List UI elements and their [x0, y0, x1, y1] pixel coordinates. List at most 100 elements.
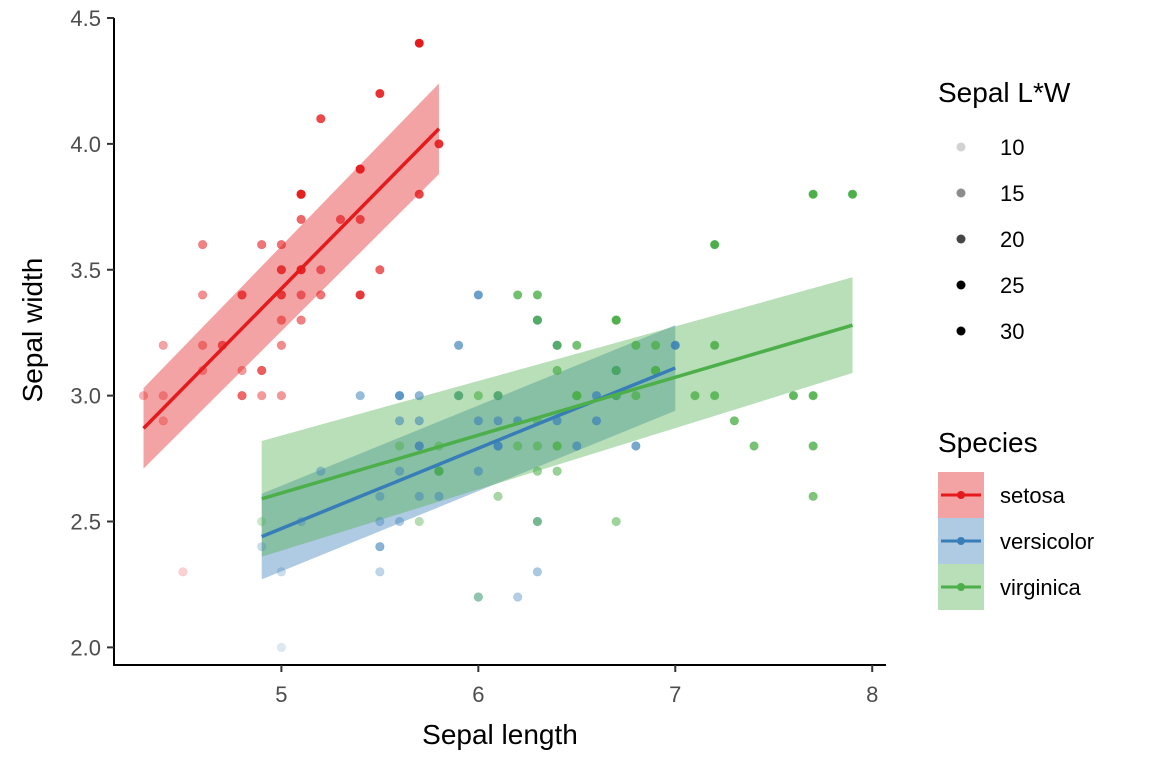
data-point-versicolor: [276, 642, 286, 652]
data-point-setosa: [198, 239, 208, 250]
x-tick-label: 5: [275, 682, 287, 707]
y-tick-label: 4.0: [70, 132, 101, 157]
data-point-virginica: [552, 441, 562, 451]
data-point-virginica: [532, 441, 543, 451]
data-point-versicolor: [394, 466, 405, 476]
data-point-virginica: [631, 391, 641, 401]
data-point-virginica: [808, 391, 818, 401]
data-point-setosa: [237, 391, 247, 401]
species-legend-label: setosa: [1000, 483, 1066, 508]
data-point-setosa: [434, 139, 444, 149]
data-point-virginica: [808, 189, 818, 199]
y-tick-label: 3.5: [70, 258, 101, 283]
data-point-virginica: [454, 391, 464, 401]
data-point-setosa: [257, 239, 267, 250]
data-point-virginica: [473, 391, 483, 401]
data-point-setosa: [296, 189, 306, 199]
data-point-setosa: [158, 340, 168, 350]
confidence-bands: [143, 83, 853, 580]
size-legend-label: 30: [1000, 319, 1024, 344]
data-point-virginica: [434, 466, 444, 476]
data-point-versicolor: [375, 516, 385, 527]
data-point-versicolor: [375, 567, 385, 577]
data-point-versicolor: [434, 491, 444, 501]
data-point-versicolor: [375, 542, 385, 552]
data-point-setosa: [237, 391, 247, 401]
data-point-virginica: [394, 441, 405, 451]
data-point-versicolor: [473, 416, 483, 426]
y-axis-ticks: 2.0 2.5 3.0 3.5 4.0 4.5: [70, 6, 114, 660]
species-legend-dot: [957, 583, 965, 591]
data-point-versicolor: [572, 441, 582, 451]
data-point-versicolor: [473, 592, 483, 602]
data-point-versicolor: [493, 416, 503, 426]
x-tick-label: 8: [866, 682, 878, 707]
data-point-setosa: [316, 114, 326, 124]
size-legend-title: Sepal L*W: [938, 77, 1071, 108]
data-point-virginica: [513, 441, 523, 451]
data-point-virginica: [808, 491, 818, 501]
x-tick-label: 7: [669, 682, 681, 707]
data-point-virginica: [532, 466, 543, 476]
data-point-virginica: [847, 189, 858, 199]
y-tick-label: 2.5: [70, 510, 101, 535]
data-point-versicolor: [513, 592, 523, 602]
x-axis-title: Sepal length: [422, 719, 578, 750]
data-point-setosa: [296, 214, 306, 225]
data-point-versicolor: [394, 391, 405, 401]
data-point-virginica: [257, 516, 267, 527]
size-legend-label: 10: [1000, 135, 1024, 160]
size-legend-key: [956, 326, 966, 336]
regression-line-virginica: [261, 323, 854, 501]
data-point-versicolor: [414, 491, 424, 501]
species-legend-label: virginica: [1000, 575, 1081, 600]
data-point-virginica: [611, 365, 621, 376]
size-legend-label: 25: [1000, 273, 1024, 298]
species-legend-label: versicolor: [1000, 529, 1094, 554]
x-axis-ticks: 5 6 7 8: [275, 665, 878, 707]
y-tick-label: 4.5: [70, 6, 101, 31]
data-point-setosa: [316, 290, 326, 300]
data-point-virginica: [532, 516, 543, 527]
data-point-versicolor: [394, 416, 405, 426]
data-point-versicolor: [434, 466, 444, 476]
data-point-virginica: [434, 466, 444, 476]
data-point-versicolor: [414, 416, 424, 426]
data-point-setosa: [138, 391, 149, 401]
data-point-virginica: [611, 516, 621, 527]
data-point-virginica: [493, 391, 503, 401]
data-point-versicolor: [257, 542, 267, 552]
data-point-setosa: [355, 214, 365, 225]
data-point-setosa: [237, 365, 247, 376]
data-point-virginica: [532, 315, 543, 325]
data-point-versicolor: [670, 340, 680, 350]
data-point-setosa: [237, 290, 247, 300]
size-legend-label: 15: [1000, 181, 1024, 206]
data-point-setosa: [375, 88, 385, 99]
data-point-versicolor: [631, 441, 641, 451]
confidence-band-setosa: [143, 83, 439, 469]
data-point-setosa: [355, 164, 365, 174]
data-point-virginica: [710, 239, 720, 250]
data-point-versicolor: [355, 391, 365, 401]
y-axis-title: Sepal width: [17, 258, 48, 403]
data-point-setosa: [198, 340, 208, 350]
data-point-virginica: [513, 290, 523, 300]
data-point-versicolor: [394, 516, 405, 527]
data-point-setosa: [296, 290, 306, 300]
data-point-virginica: [729, 416, 739, 426]
data-point-virginica: [414, 516, 424, 527]
data-point-virginica: [552, 466, 562, 476]
data-point-versicolor: [414, 391, 424, 401]
data-point-versicolor: [434, 466, 444, 476]
data-point-virginica: [493, 491, 503, 501]
data-point-versicolor: [375, 491, 385, 501]
x-tick-label: 6: [472, 682, 484, 707]
data-point-setosa: [276, 239, 286, 250]
data-point-setosa: [276, 265, 286, 275]
data-point-virginica: [710, 340, 720, 350]
data-point-setosa: [257, 365, 267, 376]
size-legend-key: [956, 280, 966, 290]
